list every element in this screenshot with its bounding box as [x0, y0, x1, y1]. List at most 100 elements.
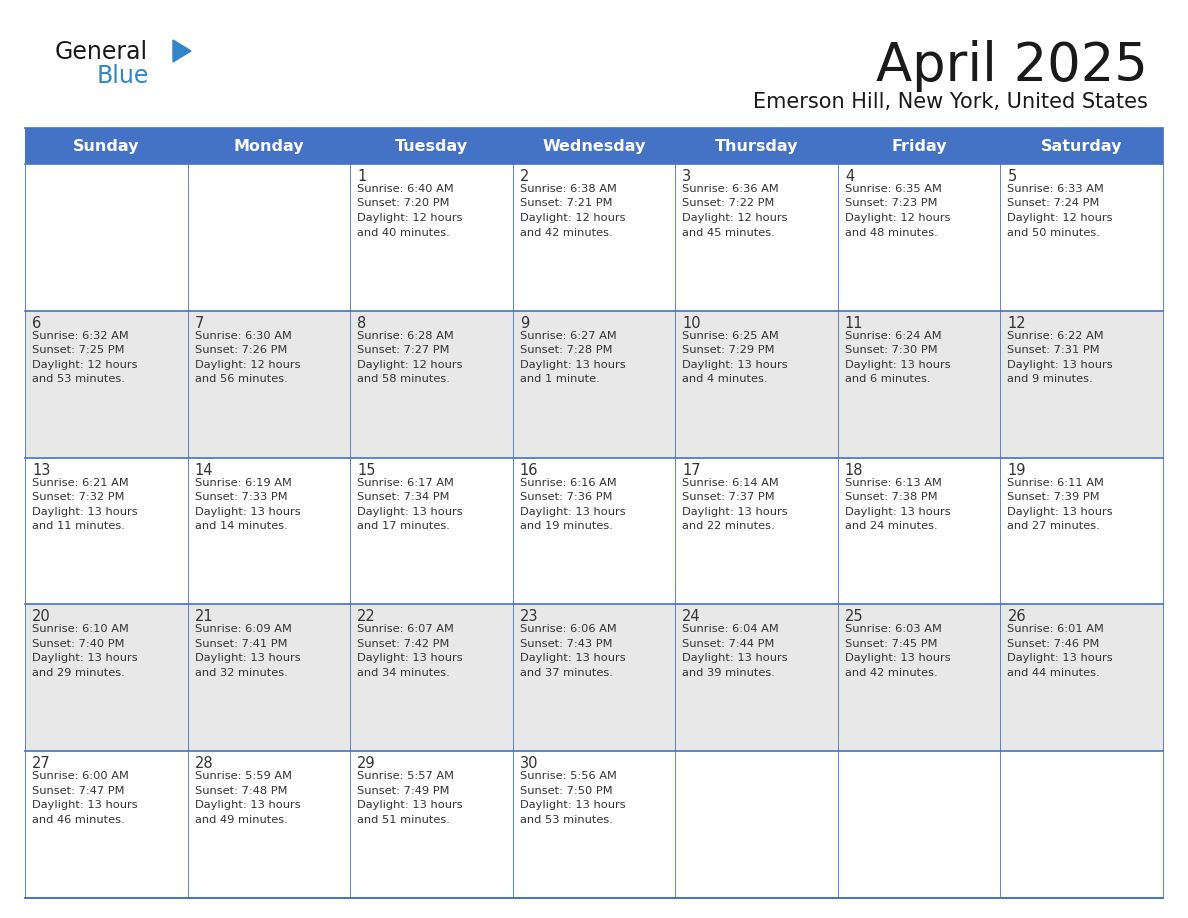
Text: Daylight: 13 hours: Daylight: 13 hours: [358, 507, 463, 517]
Text: 20: 20: [32, 610, 51, 624]
Text: Sunrise: 6:04 AM: Sunrise: 6:04 AM: [682, 624, 779, 634]
Text: Friday: Friday: [891, 139, 947, 153]
Text: and 32 minutes.: and 32 minutes.: [195, 668, 287, 677]
Text: 18: 18: [845, 463, 864, 477]
Text: Sunset: 7:41 PM: Sunset: 7:41 PM: [195, 639, 287, 649]
Bar: [25, 751, 1163, 898]
Text: and 44 minutes.: and 44 minutes.: [1007, 668, 1100, 677]
Bar: [25, 311, 1163, 457]
Text: Daylight: 12 hours: Daylight: 12 hours: [845, 213, 950, 223]
Text: and 50 minutes.: and 50 minutes.: [1007, 228, 1100, 238]
Text: 28: 28: [195, 756, 213, 771]
Text: Sunday: Sunday: [72, 139, 139, 153]
Text: 15: 15: [358, 463, 375, 477]
Text: and 42 minutes.: and 42 minutes.: [845, 668, 937, 677]
Text: Daylight: 12 hours: Daylight: 12 hours: [32, 360, 138, 370]
Text: 24: 24: [682, 610, 701, 624]
Text: 19: 19: [1007, 463, 1026, 477]
Text: Daylight: 13 hours: Daylight: 13 hours: [845, 654, 950, 664]
Text: 2: 2: [519, 169, 529, 184]
Text: 26: 26: [1007, 610, 1026, 624]
Text: Sunset: 7:39 PM: Sunset: 7:39 PM: [1007, 492, 1100, 502]
Text: 25: 25: [845, 610, 864, 624]
Text: Sunset: 7:31 PM: Sunset: 7:31 PM: [1007, 345, 1100, 355]
Text: Sunrise: 6:03 AM: Sunrise: 6:03 AM: [845, 624, 942, 634]
Text: Sunrise: 6:00 AM: Sunrise: 6:00 AM: [32, 771, 128, 781]
Text: 1: 1: [358, 169, 366, 184]
Text: Daylight: 13 hours: Daylight: 13 hours: [519, 654, 625, 664]
Text: Sunrise: 6:27 AM: Sunrise: 6:27 AM: [519, 330, 617, 341]
Text: Sunset: 7:30 PM: Sunset: 7:30 PM: [845, 345, 937, 355]
Text: 22: 22: [358, 610, 375, 624]
Text: Sunset: 7:32 PM: Sunset: 7:32 PM: [32, 492, 125, 502]
Text: and 45 minutes.: and 45 minutes.: [682, 228, 775, 238]
Text: Sunrise: 6:14 AM: Sunrise: 6:14 AM: [682, 477, 779, 487]
Text: and 19 minutes.: and 19 minutes.: [519, 521, 613, 532]
Text: and 22 minutes.: and 22 minutes.: [682, 521, 775, 532]
Text: Sunset: 7:24 PM: Sunset: 7:24 PM: [1007, 198, 1100, 208]
Bar: [25, 604, 1163, 751]
Text: and 40 minutes.: and 40 minutes.: [358, 228, 450, 238]
Polygon shape: [173, 40, 191, 62]
Text: Sunrise: 6:13 AM: Sunrise: 6:13 AM: [845, 477, 942, 487]
Text: 23: 23: [519, 610, 538, 624]
Text: Sunset: 7:38 PM: Sunset: 7:38 PM: [845, 492, 937, 502]
Text: Sunset: 7:22 PM: Sunset: 7:22 PM: [682, 198, 775, 208]
Text: Daylight: 13 hours: Daylight: 13 hours: [1007, 360, 1113, 370]
Text: Sunrise: 6:11 AM: Sunrise: 6:11 AM: [1007, 477, 1105, 487]
Text: Daylight: 12 hours: Daylight: 12 hours: [519, 213, 625, 223]
Text: Sunrise: 6:19 AM: Sunrise: 6:19 AM: [195, 477, 291, 487]
Text: and 51 minutes.: and 51 minutes.: [358, 814, 450, 824]
Text: Daylight: 13 hours: Daylight: 13 hours: [845, 360, 950, 370]
Text: and 48 minutes.: and 48 minutes.: [845, 228, 937, 238]
Text: Daylight: 13 hours: Daylight: 13 hours: [519, 800, 625, 811]
Text: Sunrise: 5:59 AM: Sunrise: 5:59 AM: [195, 771, 291, 781]
Text: Daylight: 12 hours: Daylight: 12 hours: [358, 360, 462, 370]
Text: Daylight: 13 hours: Daylight: 13 hours: [1007, 507, 1113, 517]
Text: and 34 minutes.: and 34 minutes.: [358, 668, 450, 677]
Text: Daylight: 12 hours: Daylight: 12 hours: [195, 360, 301, 370]
Text: and 46 minutes.: and 46 minutes.: [32, 814, 125, 824]
Text: 11: 11: [845, 316, 864, 330]
Text: General: General: [55, 40, 148, 64]
Text: Daylight: 13 hours: Daylight: 13 hours: [519, 360, 625, 370]
Text: and 1 minute.: and 1 minute.: [519, 375, 600, 385]
Text: and 17 minutes.: and 17 minutes.: [358, 521, 450, 532]
Text: Sunrise: 6:17 AM: Sunrise: 6:17 AM: [358, 477, 454, 487]
Text: and 58 minutes.: and 58 minutes.: [358, 375, 450, 385]
Text: 3: 3: [682, 169, 691, 184]
Text: Daylight: 12 hours: Daylight: 12 hours: [682, 213, 788, 223]
Text: 16: 16: [519, 463, 538, 477]
Text: Daylight: 13 hours: Daylight: 13 hours: [32, 800, 138, 811]
Text: Sunset: 7:44 PM: Sunset: 7:44 PM: [682, 639, 775, 649]
Text: Sunrise: 6:28 AM: Sunrise: 6:28 AM: [358, 330, 454, 341]
Text: Sunrise: 6:24 AM: Sunrise: 6:24 AM: [845, 330, 941, 341]
Text: Sunrise: 6:22 AM: Sunrise: 6:22 AM: [1007, 330, 1104, 341]
Text: 8: 8: [358, 316, 366, 330]
Text: and 4 minutes.: and 4 minutes.: [682, 375, 767, 385]
Text: Sunset: 7:27 PM: Sunset: 7:27 PM: [358, 345, 449, 355]
Text: Sunset: 7:23 PM: Sunset: 7:23 PM: [845, 198, 937, 208]
Text: Sunset: 7:29 PM: Sunset: 7:29 PM: [682, 345, 775, 355]
Text: Sunrise: 6:16 AM: Sunrise: 6:16 AM: [519, 477, 617, 487]
Text: 30: 30: [519, 756, 538, 771]
Text: 4: 4: [845, 169, 854, 184]
Text: 21: 21: [195, 610, 213, 624]
Text: Sunrise: 6:36 AM: Sunrise: 6:36 AM: [682, 184, 779, 194]
Text: Sunset: 7:46 PM: Sunset: 7:46 PM: [1007, 639, 1100, 649]
Text: and 14 minutes.: and 14 minutes.: [195, 521, 287, 532]
Text: 17: 17: [682, 463, 701, 477]
Text: and 6 minutes.: and 6 minutes.: [845, 375, 930, 385]
Text: Monday: Monday: [234, 139, 304, 153]
Text: Sunrise: 6:33 AM: Sunrise: 6:33 AM: [1007, 184, 1105, 194]
Text: 29: 29: [358, 756, 375, 771]
Text: Sunrise: 6:06 AM: Sunrise: 6:06 AM: [519, 624, 617, 634]
Text: Sunset: 7:50 PM: Sunset: 7:50 PM: [519, 786, 612, 796]
Text: Sunrise: 5:57 AM: Sunrise: 5:57 AM: [358, 771, 454, 781]
Text: Sunset: 7:36 PM: Sunset: 7:36 PM: [519, 492, 612, 502]
Text: Sunrise: 6:07 AM: Sunrise: 6:07 AM: [358, 624, 454, 634]
Text: April 2025: April 2025: [876, 40, 1148, 92]
Text: and 29 minutes.: and 29 minutes.: [32, 668, 125, 677]
Text: Sunset: 7:21 PM: Sunset: 7:21 PM: [519, 198, 612, 208]
Text: and 11 minutes.: and 11 minutes.: [32, 521, 125, 532]
